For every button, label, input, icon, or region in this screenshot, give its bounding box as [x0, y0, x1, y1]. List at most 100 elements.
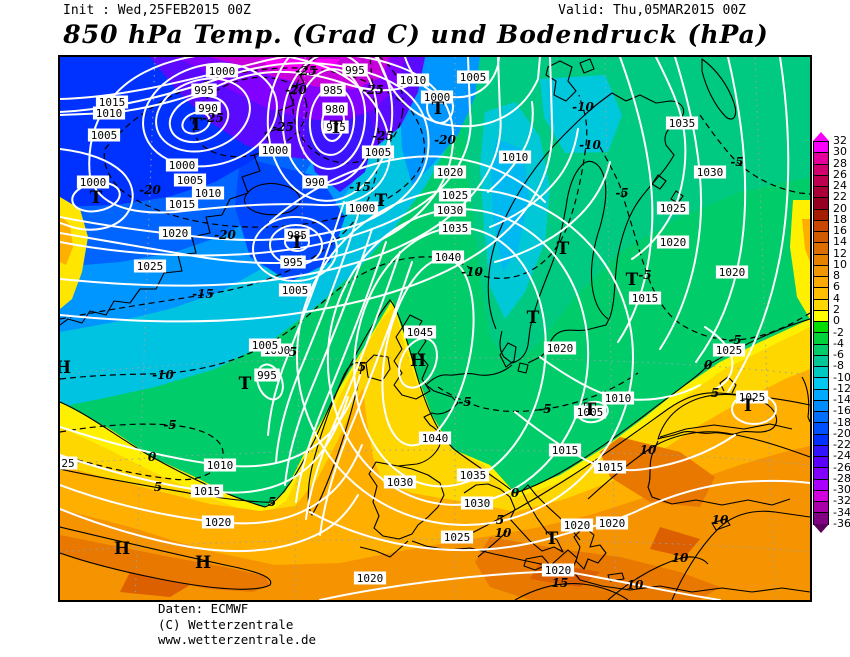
isobar-label-box [403, 325, 437, 339]
colorbar-cell [814, 164, 828, 176]
temp-contour-label: -15 [192, 287, 214, 301]
temp-contour-label: 5 [289, 345, 297, 359]
weather-map: 1000995990100010051010101510201025101510… [60, 57, 810, 600]
isobar-label: 1020 [719, 266, 746, 279]
temp-contour-label: -10 [572, 100, 594, 114]
isobar-labels: 1000995990100010051010101510201025101510… [60, 63, 769, 585]
attribution-copyright: (C) Wetterzentrale [158, 616, 294, 632]
temp-contour-label: 10 [712, 513, 729, 527]
isobar-label: 1000 [169, 159, 196, 172]
colorbar-cell [814, 355, 828, 367]
isobar-label-box [165, 197, 199, 211]
isobar-label-box [420, 90, 454, 104]
temp-contour-label: 10 [640, 443, 657, 457]
colorbar-cell [814, 468, 828, 480]
colorbar-tick-label: 28 [833, 156, 847, 170]
isobar-label-box [715, 265, 749, 279]
isobar-label: 1015 [194, 485, 221, 498]
isobar-label-box [60, 456, 78, 470]
isobar-label: 980 [325, 103, 345, 116]
isobar-label-box [431, 250, 465, 264]
colorbar-tick-label: -4 [833, 336, 844, 350]
isobar-label: 1000 [349, 202, 376, 215]
isobar-label-box [191, 83, 217, 97]
isobar-label-box [158, 226, 192, 240]
isobar-label-box [323, 120, 349, 134]
valid-timestamp: Valid: Thu,05MAR2015 00Z [558, 3, 746, 18]
colorbar-tick-label: -16 [833, 404, 850, 418]
isobar-label-box [456, 468, 490, 482]
isobar-label: 1025 [442, 189, 469, 202]
isobar-label-box [173, 173, 207, 187]
isobar-label: 1030 [437, 204, 464, 217]
colorbar-cell [814, 389, 828, 401]
map-frame: 1000 995 990 1000 1005 1010 1015 1020 1025 1015 10… [58, 55, 812, 602]
isobar-label: 1030 [387, 476, 414, 489]
colorbar-cell [814, 277, 828, 289]
low-pressure-center: T [584, 400, 597, 420]
isobar-label-box [190, 484, 224, 498]
colorbar-tick-label: -26 [833, 460, 850, 474]
isobar-label-box [628, 291, 662, 305]
isobar-label-box [418, 431, 452, 445]
temp-contour-label: 0 [704, 358, 713, 372]
isobar-label-box [195, 101, 221, 115]
colorbar-tick-label: 20 [833, 201, 847, 215]
colorbar-tick-label: -2 [833, 325, 844, 339]
isobar-label: 1010 [96, 107, 123, 120]
attribution-data-source: Daten: ECMWF [158, 601, 249, 616]
isobar-label-box [541, 563, 575, 577]
colorbar-cell [814, 434, 828, 446]
colorbar-cell [814, 198, 828, 210]
isobar-label: 1020 [162, 227, 189, 240]
colorbar-cell [814, 412, 828, 424]
colorbar-tick-label: 8 [833, 269, 840, 283]
attribution: Daten: ECMWF (C) Wetterzentrale www.wett… [158, 601, 316, 648]
isobar-label: 1000 [209, 65, 236, 78]
isobar-label: 1025 [444, 531, 471, 544]
temp-contour-label: 5 [358, 360, 366, 374]
isobar-label-box [460, 496, 494, 510]
colorbar-tick-label: 22 [833, 190, 847, 204]
isobar-label-box [322, 102, 348, 116]
isobar-label-box [456, 70, 490, 84]
isobar-label: 1010 [502, 151, 529, 164]
colorbar-tick-label: 32 [833, 134, 847, 147]
isobar-label-box [133, 259, 167, 273]
high-pressure-center: H [60, 358, 71, 378]
isobar-label: 1015 [597, 461, 624, 474]
colorbar-arrow-down-icon [813, 524, 829, 533]
colorbar-tick-label: -12 [833, 381, 850, 395]
isobar-label: 990 [198, 102, 218, 115]
isobar-label: 1015 [552, 444, 579, 457]
low-pressure-center: T [375, 191, 388, 211]
isobar-label-box [205, 64, 239, 78]
low-pressure-center: T [546, 529, 559, 549]
isobar-label: 1005 [252, 339, 279, 352]
temp-contour-label: -5 [728, 333, 741, 347]
colorbar-tick-label: -36 [833, 517, 850, 530]
isobar-label-box [383, 475, 417, 489]
colorbar-tick-label: -18 [833, 415, 850, 429]
isobar-label-box [201, 515, 235, 529]
isobar-label: 1000 [262, 144, 289, 157]
colorbar-cell [814, 142, 828, 154]
high-pressure-center: H [410, 351, 426, 371]
isobar-label: 1040 [422, 432, 449, 445]
isobar-label-box [593, 460, 627, 474]
isobar-label-box [498, 150, 532, 164]
isobar-label: 1015 [632, 292, 659, 305]
isobar-label-box [258, 143, 292, 157]
low-pressure-center: T [239, 374, 252, 394]
isobar-label-box [254, 368, 280, 382]
isobar-label: 1020 [564, 519, 591, 532]
isobar-label-box [320, 83, 346, 97]
isobar-label: 1035 [669, 117, 696, 130]
low-pressure-center: T [527, 308, 540, 328]
low-pressure-center: T [330, 118, 343, 138]
colorbar-tick-label: -32 [833, 494, 850, 508]
isobar-label-box [248, 338, 282, 352]
page-title: 850 hPa Temp. (Grad C) und Bodendruck (h… [63, 20, 769, 49]
colorbar-cell [814, 479, 828, 491]
init-timestamp: Init : Wed,25FEB2015 00Z [63, 3, 251, 18]
